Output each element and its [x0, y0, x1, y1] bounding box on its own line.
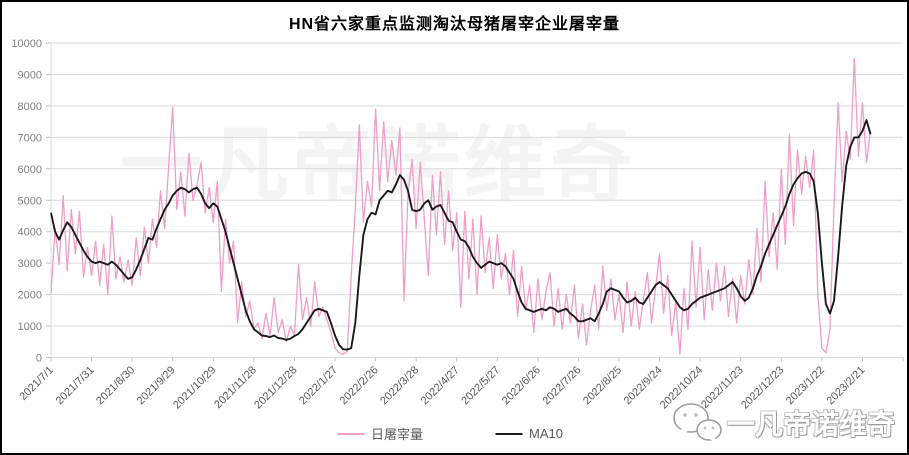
daily-slaughter-line [50, 58, 872, 356]
bottom-right-watermark-text: 一凡帝诺维奇 [726, 409, 895, 440]
svg-text:2022/3/28: 2022/3/28 [378, 364, 421, 407]
svg-text:2021/7/1: 2021/7/1 [17, 364, 56, 403]
legend-item-ma10: MA10 [495, 426, 563, 441]
svg-text:2021/9/29: 2021/9/29 [135, 364, 178, 407]
svg-text:2000: 2000 [18, 290, 42, 302]
center-watermark-text: 一凡帝诺维奇 [120, 120, 637, 211]
svg-text:9000: 9000 [18, 69, 42, 81]
legend-label-daily: 日屠宰量 [370, 427, 424, 442]
daily-series-swatch [336, 432, 364, 435]
svg-text:2022/4/27: 2022/4/27 [419, 364, 462, 407]
ma10-series-swatch [495, 432, 523, 435]
series-lines [50, 58, 872, 356]
wechat-icon [673, 403, 722, 444]
svg-text:7000: 7000 [18, 132, 42, 144]
axis-labels: 0 1000 2000 3000 4000 5000 6000 7000 8000 9000 100… [11, 38, 867, 412]
chart-title: HN省六家重点监测淘汰母猪屠宰企业屠宰量 [288, 16, 621, 33]
svg-text:2022/7/26: 2022/7/26 [540, 364, 583, 407]
legend-label-ma10: MA10 [529, 426, 563, 441]
svg-text:0: 0 [36, 353, 42, 365]
svg-text:2022/9/24: 2022/9/24 [622, 364, 665, 407]
svg-text:2021/10/29: 2021/10/29 [171, 364, 218, 411]
svg-text:2022/6/26: 2022/6/26 [500, 364, 543, 407]
svg-text:2021/7/31: 2021/7/31 [54, 364, 97, 407]
svg-text:6000: 6000 [18, 164, 42, 176]
svg-text:1000: 1000 [18, 321, 42, 333]
svg-text:2021/8/30: 2021/8/30 [94, 364, 137, 407]
svg-text:3000: 3000 [18, 258, 42, 270]
svg-text:10000: 10000 [11, 38, 42, 50]
ma10-line [50, 119, 872, 351]
svg-text:2021/12/28: 2021/12/28 [252, 364, 299, 411]
bottom-right-watermark: 一凡帝诺维奇 [671, 401, 895, 445]
svg-text:5000: 5000 [18, 195, 42, 207]
chart-legend: 日屠宰量 MA10 [336, 424, 563, 443]
svg-text:8000: 8000 [18, 101, 42, 113]
axes [46, 42, 904, 362]
gridlines [51, 42, 903, 358]
svg-text:2022/5/27: 2022/5/27 [459, 364, 502, 407]
legend-item-daily: 日屠宰量 [336, 424, 424, 443]
svg-text:2022/1/27: 2022/1/27 [297, 364, 340, 407]
svg-text:2022/8/25: 2022/8/25 [581, 364, 624, 407]
svg-text:2022/2/26: 2022/2/26 [338, 364, 381, 407]
svg-text:4000: 4000 [18, 227, 42, 239]
